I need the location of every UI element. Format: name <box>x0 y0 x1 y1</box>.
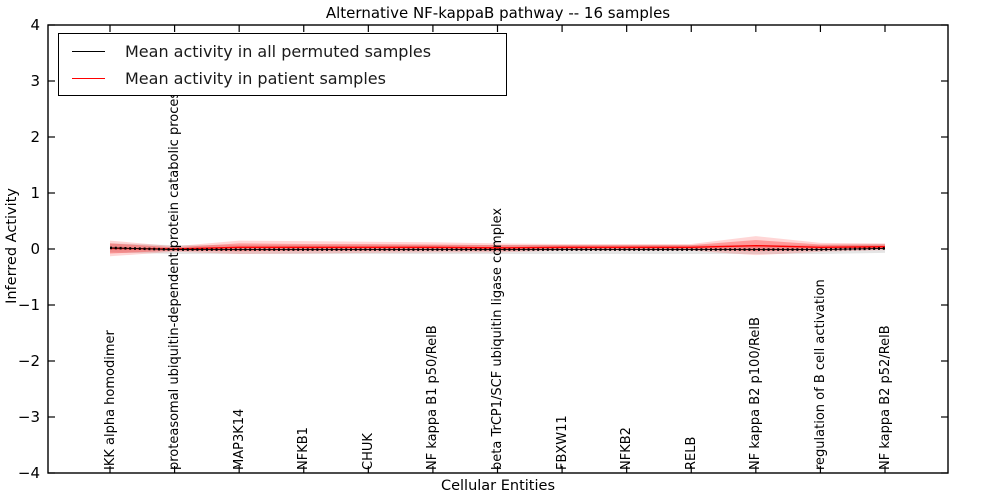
x-tick-label: IKK alpha homodimer <box>102 330 118 470</box>
y-tick-label: 2 <box>30 128 40 146</box>
y-tick-label: 3 <box>30 72 40 90</box>
x-tick-label: regulation of B cell activation <box>812 279 828 470</box>
x-tick-label: FBXW11 <box>554 415 570 470</box>
patient-mean-line <box>109 244 886 250</box>
legend-label: Mean activity in patient samples <box>125 68 386 88</box>
x-axis-label: Cellular Entities <box>440 478 556 494</box>
chart-title: Alternative NF-kappaB pathway -- 16 samp… <box>325 4 671 22</box>
x-tick-label: CHUK <box>360 433 376 470</box>
x-tick-label: beta TrCP1/SCF ubiquitin ligase complex <box>490 207 505 470</box>
y-tick-label: −4 <box>17 464 40 482</box>
legend-line-sample-black <box>72 50 105 52</box>
legend-line-sample-red <box>72 77 105 79</box>
x-tick-label: MAP3K14 <box>231 408 247 470</box>
y-tick-label: −1 <box>17 296 40 314</box>
permuted-mean-line <box>109 247 886 251</box>
legend-box: Mean activity in all permuted samples Me… <box>58 33 507 96</box>
x-tick-label: NFKB1 <box>296 427 312 470</box>
x-tick-label: NF kappa B1 p50/RelB <box>425 325 441 470</box>
patient-band-outer <box>110 236 885 257</box>
x-tick-label: proteasomal ubiquitin-dependent protein … <box>167 85 183 470</box>
x-tick-label: RELB <box>683 436 699 470</box>
legend-item-patient: Mean activity in patient samples <box>72 67 506 89</box>
y-tick-label: 0 <box>30 240 40 258</box>
x-tick-label: NF kappa B2 p52/RelB <box>877 325 893 470</box>
legend-item-permuted: Mean activity in all permuted samples <box>72 40 506 62</box>
y-tick-label: 1 <box>30 184 40 202</box>
y-tick-label: −2 <box>17 352 40 370</box>
permuted-band <box>110 243 885 255</box>
x-tick-label: NFKB2 <box>619 427 635 470</box>
x-tick-label: NF kappa B2 p100/RelB <box>748 317 764 470</box>
y-tick-label: −3 <box>17 408 40 426</box>
legend-label: Mean activity in all permuted samples <box>125 41 432 61</box>
y-tick-label: 4 <box>30 16 40 34</box>
